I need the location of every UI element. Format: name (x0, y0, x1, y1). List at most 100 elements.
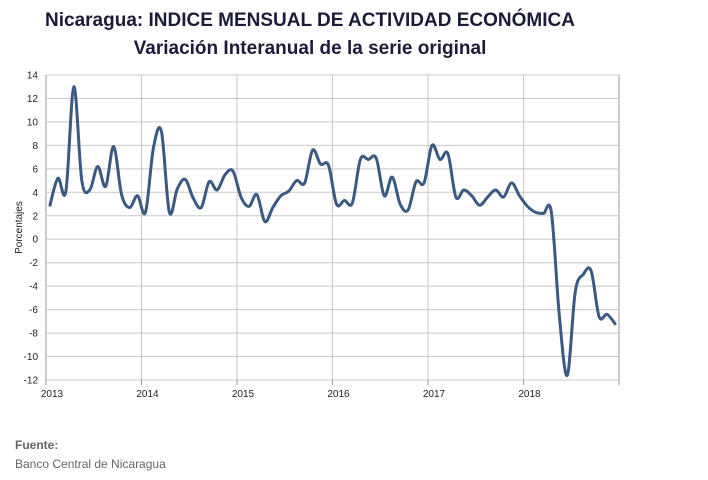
data-point (239, 196, 242, 199)
data-point (72, 85, 75, 88)
y-tick-label: 0 (32, 235, 38, 246)
data-point (462, 188, 465, 191)
source-label: Fuente: (15, 438, 59, 452)
data-point (319, 163, 322, 166)
data-point (351, 201, 354, 204)
y-tick-label: 8 (32, 141, 38, 152)
x-tick-label: 2014 (136, 389, 159, 400)
y-tick-label: -4 (29, 282, 38, 293)
data-point (598, 315, 601, 318)
data-point (64, 190, 67, 193)
x-tick-label: 2018 (518, 389, 541, 400)
data-point (614, 322, 617, 325)
data-point (88, 188, 91, 191)
source-name: Banco Central de Nicaragua (15, 457, 166, 471)
series-line (48, 85, 617, 377)
data-point (136, 194, 139, 197)
y-tick-label: 4 (32, 188, 38, 199)
data-point (415, 180, 418, 183)
data-point (56, 177, 59, 180)
data-point (303, 181, 306, 184)
data-point (502, 196, 505, 199)
data-point (255, 193, 258, 196)
y-tick-label: 14 (27, 71, 39, 82)
x-tick-label: 2015 (232, 389, 255, 400)
y-tick-label: 2 (32, 211, 38, 222)
y-tick-label: -12 (24, 376, 39, 387)
data-point (279, 194, 282, 197)
data-point (224, 173, 227, 176)
y-tick-label: -10 (24, 352, 39, 363)
data-point (200, 206, 203, 209)
data-point (518, 194, 521, 197)
chart-title: Nicaragua: INDICE MENSUAL DE ACTIVIDAD E… (45, 10, 575, 31)
data-point (470, 194, 473, 197)
data-point (383, 194, 386, 197)
data-point (343, 199, 346, 202)
x-tick-label: 2017 (423, 389, 446, 400)
data-point (247, 205, 250, 208)
data-point (168, 211, 171, 214)
data-point (454, 196, 457, 199)
data-point (367, 158, 370, 161)
data-point (590, 269, 593, 272)
data-point (327, 164, 330, 167)
y-axis: 14 12 10 8 6 4 2 0 -2 -4 -6 -8 -10 -12 (24, 71, 39, 387)
data-point (176, 187, 179, 190)
data-point (80, 179, 83, 182)
y-axis-label: Porcentajes (14, 201, 25, 254)
data-point (494, 188, 497, 191)
data-point (295, 179, 298, 182)
y-tick-label: -2 (29, 258, 38, 269)
data-point (423, 181, 426, 184)
data-point (430, 144, 433, 147)
data-point (48, 204, 51, 207)
data-point (263, 220, 266, 223)
data-point (232, 170, 235, 173)
data-point (606, 313, 609, 316)
data-point (478, 204, 481, 207)
data-point (359, 158, 362, 161)
data-point (271, 206, 274, 209)
y-tick-label: 12 (27, 94, 39, 105)
data-point (96, 165, 99, 168)
data-point (128, 206, 131, 209)
data-point (311, 149, 314, 152)
data-point (104, 185, 107, 188)
chart-subtitle: Variación Interanual de la serie origina… (133, 38, 487, 59)
y-tick-label: -8 (29, 329, 38, 340)
data-point (526, 205, 529, 208)
x-tick-label: 2013 (41, 389, 64, 400)
data-point (399, 203, 402, 206)
data-point (486, 196, 489, 199)
data-point (184, 178, 187, 181)
data-point (216, 188, 219, 191)
data-point (558, 314, 561, 317)
data-point (534, 211, 537, 214)
data-point (542, 212, 545, 215)
data-point (574, 291, 577, 294)
data-point (438, 158, 441, 161)
data-point (120, 193, 123, 196)
data-point (446, 152, 449, 155)
x-axis: 2013 2014 2015 2016 2017 2018 (41, 380, 620, 400)
data-point (582, 273, 585, 276)
data-point (550, 211, 553, 214)
data-point (335, 203, 338, 206)
data-point (391, 176, 394, 179)
data-point (144, 211, 147, 214)
data-point (208, 180, 211, 183)
data-point (287, 190, 290, 193)
data-point (566, 374, 569, 377)
y-tick-label: -6 (29, 305, 38, 316)
data-point (152, 146, 155, 149)
x-tick-label: 2016 (327, 389, 350, 400)
y-tick-label: 10 (27, 117, 39, 128)
data-point (510, 181, 513, 184)
data-point (192, 197, 195, 200)
grid-lines (45, 74, 620, 381)
data-point (112, 145, 115, 148)
data-point (160, 130, 163, 133)
y-tick-label: 6 (32, 164, 38, 175)
